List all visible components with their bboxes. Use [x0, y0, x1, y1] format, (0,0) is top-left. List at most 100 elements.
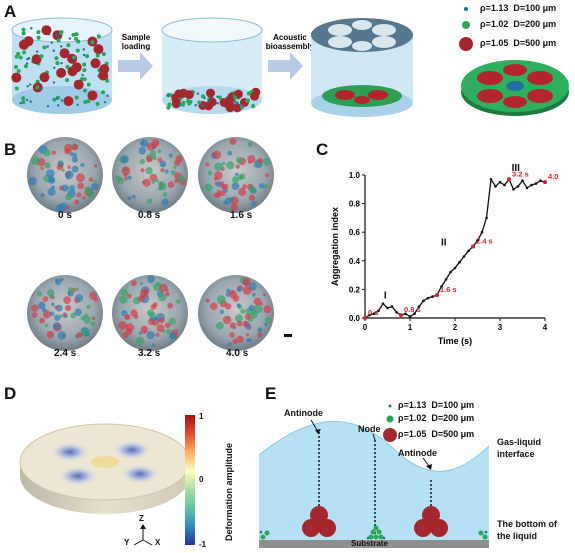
data-point [404, 312, 407, 315]
axis-z-label: Z [139, 514, 144, 523]
data-point [440, 285, 443, 288]
data-point [534, 182, 538, 185]
time-marker [507, 177, 511, 182]
legend-e-rho-2: ρ=1.02 [398, 413, 427, 423]
legend-rho-3: ρ=1.05 [480, 38, 509, 48]
cluster-left [302, 506, 336, 537]
data-point [458, 260, 461, 264]
micrograph-dish [198, 275, 274, 351]
scale-bar [284, 334, 292, 337]
legend-e-row-1: ρ=1.13 D=100 μm [398, 400, 474, 410]
time-marker [543, 180, 547, 185]
aggregation-chart: 0.0 0.2 0.4 0.6 0.8 1.0 0 1 2 3 4 Time (s) Aggregati… [330, 163, 560, 346]
data-point [476, 239, 479, 243]
legend-e-d-3: D=500 μm [431, 429, 475, 439]
data-point [498, 180, 502, 184]
data-point [395, 311, 398, 314]
container-sample-mixed [11, 17, 113, 114]
data-point [449, 270, 452, 274]
legend-d-2: D=200 μm [513, 19, 557, 29]
step1-label: Sample loading [122, 33, 151, 51]
data-point [372, 312, 376, 315]
time-label-3: 2.4 s [54, 348, 77, 359]
axis-x-label: X [155, 538, 161, 547]
substrate-label: Substrate [351, 539, 388, 548]
legend-top-row-1: ρ=1.13 D=100 μm [480, 3, 556, 13]
substrate-bar [259, 540, 489, 548]
data-point [485, 216, 488, 220]
cluster-right [414, 506, 448, 537]
panel-e-label: E [265, 384, 277, 403]
node-label: Node [358, 424, 381, 434]
time-marker [399, 313, 403, 318]
micrograph-dish [112, 137, 188, 213]
data-point [413, 312, 416, 315]
axes-triad [133, 524, 153, 546]
micrograph-dish [198, 137, 274, 213]
time-annotation: 0 s [368, 308, 378, 317]
container-assembled [311, 18, 413, 117]
time-marker [435, 293, 439, 298]
legend-e-d-1: D=100 μm [431, 400, 475, 410]
data-point [525, 186, 529, 190]
legend-d-3: D=500 μm [513, 38, 557, 48]
phase-annotation: I [384, 290, 387, 301]
panel-b-label: B [4, 140, 17, 159]
data-point [512, 188, 515, 191]
legend-e-row-2: ρ=1.02 D=200 μm [398, 413, 474, 423]
antinode-left-label: Antinode [284, 408, 323, 418]
y-tick-label: 1.0 [349, 171, 361, 180]
time-label-4: 3.2 s [138, 348, 161, 359]
data-point [516, 185, 520, 188]
phase-annotation: III [512, 163, 521, 174]
time-label-0: 0 s [58, 210, 72, 221]
colorbar [185, 415, 195, 545]
data-point [462, 255, 466, 258]
legend-e-rho-1: ρ=1.13 [398, 400, 427, 410]
data-point [480, 230, 484, 234]
y-tick-label: 0.2 [349, 285, 361, 294]
data-point [494, 185, 497, 188]
time-annotation: 1.6 s [440, 285, 457, 294]
x-tick-label: 1 [408, 323, 413, 332]
x-axis-label: Time (s) [438, 336, 472, 346]
data-point [422, 299, 425, 303]
bottom-of-liquid-label: The bottom of the liquid [497, 519, 557, 541]
micrograph-dish [112, 275, 188, 351]
data-point [426, 296, 430, 300]
x-tick-label: 3 [498, 323, 503, 332]
panel-b-micrographs [27, 137, 292, 351]
colorbar-tick-0: 0 [199, 475, 204, 484]
data-point [390, 305, 394, 308]
data-point [417, 305, 421, 308]
arrow-sample-loading [118, 52, 153, 80]
time-label-1: 0.8 s [138, 210, 161, 221]
deformation-disc [19, 423, 191, 546]
y-tick-label: 0.4 [349, 257, 361, 266]
data-point [539, 179, 542, 182]
time-label-5: 4.0 s [226, 348, 249, 359]
data-point [377, 309, 380, 313]
panel-c-label: C [316, 140, 329, 159]
small-cells-edges [259, 530, 488, 540]
y-tick-label: 0.8 [349, 200, 361, 209]
y-tick-label: 0.6 [349, 228, 361, 237]
gas-liquid-interface-label: Gas-liquid interface [497, 437, 542, 459]
legend-e-row-3: ρ=1.05 D=500 μm [398, 429, 474, 439]
data-point [381, 302, 385, 305]
data-point [444, 278, 448, 281]
time-marker [363, 316, 367, 320]
time-annotation: 4.0 s [548, 172, 560, 181]
legend-rho-2: ρ=1.02 [480, 19, 509, 29]
legend-top-row-3: ρ=1.05 D=500 μm [480, 38, 556, 48]
legend-d-1: D=100 μm [513, 3, 557, 13]
y-tick-label: 0.0 [349, 314, 361, 323]
time-label-2: 1.6 s [230, 210, 253, 221]
colorbar-label: Deformation amplitude [224, 442, 234, 541]
legend-e-d-2: D=200 μm [431, 413, 475, 423]
data-point [530, 183, 533, 187]
data-point [503, 183, 506, 187]
acoustic-schematic [258, 404, 490, 548]
phase-annotation: II [441, 237, 447, 248]
colorbar-tick-1: 1 [199, 412, 204, 421]
